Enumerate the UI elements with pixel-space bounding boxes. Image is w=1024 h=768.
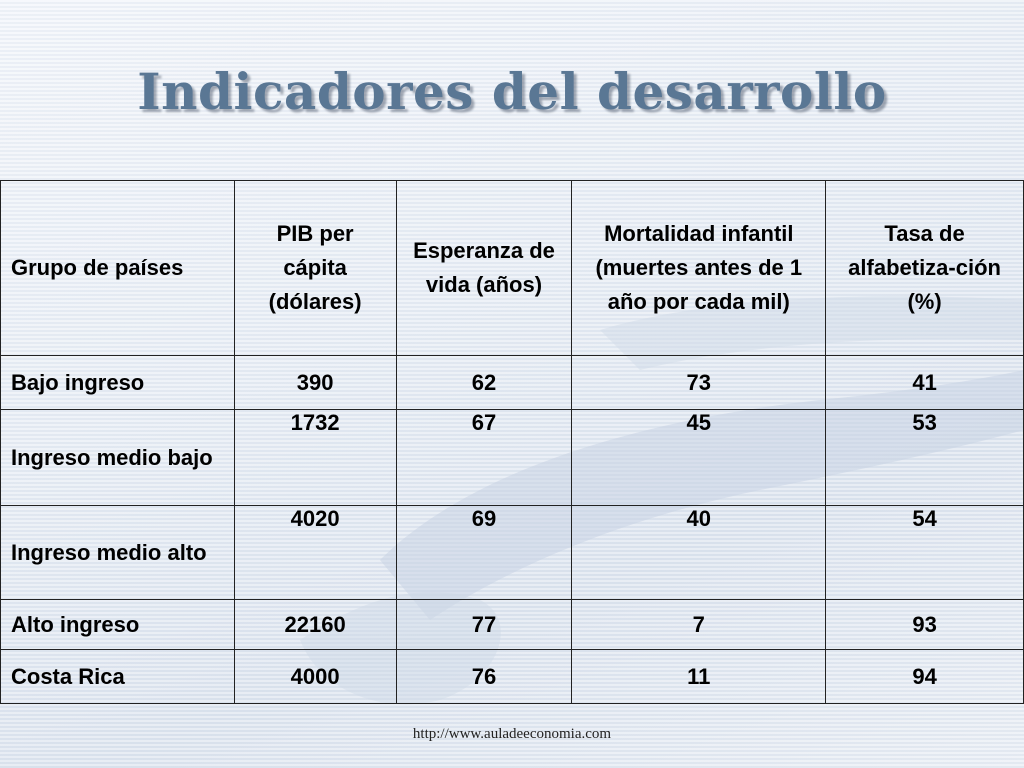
cell-mortalidad: 40	[571, 505, 827, 600]
table-row: Ingreso medio alto 4020 69 40 54	[0, 505, 1024, 600]
table-header-row: Grupo de países PIB per cápita (dólares)…	[0, 180, 1024, 356]
cell-esperanza: 62	[395, 355, 573, 410]
cell-alfabetizacion: 94	[825, 649, 1024, 704]
slide-title: Indicadores del desarrollo	[137, 62, 887, 121]
indicators-table: Grupo de países PIB per cápita (dólares)…	[0, 180, 1024, 704]
cell-mortalidad: 73	[571, 355, 827, 410]
cell-group: Alto ingreso	[0, 599, 235, 650]
footer-url[interactable]: http://www.auladeeconomia.com	[412, 726, 612, 742]
cell-mortalidad: 45	[571, 409, 827, 506]
cell-group: Costa Rica	[0, 649, 235, 704]
cell-alfabetizacion: 41	[825, 355, 1024, 410]
cell-alfabetizacion: 54	[825, 505, 1024, 600]
table-row: Bajo ingreso 390 62 73 41	[0, 355, 1024, 410]
cell-alfabetizacion: 53	[825, 409, 1024, 506]
cell-esperanza: 77	[395, 599, 573, 650]
cell-pib: 390	[233, 355, 397, 410]
cell-group: Bajo ingreso	[0, 355, 235, 410]
cell-mortalidad: 11	[571, 649, 827, 704]
table-row: Alto ingreso 22160 77 7 93	[0, 599, 1024, 650]
header-esperanza: Esperanza de vida (años)	[395, 180, 573, 356]
cell-esperanza: 69	[395, 505, 573, 600]
table-row: Ingreso medio bajo 1732 67 45 53	[0, 409, 1024, 506]
header-alfabetizacion: Tasa de alfabetiza-ción (%)	[825, 180, 1024, 356]
cell-pib: 1732	[233, 409, 397, 506]
cell-group: Ingreso medio bajo	[0, 409, 235, 506]
table-row: Costa Rica 4000 76 11 94	[0, 649, 1024, 704]
cell-esperanza: 76	[395, 649, 573, 704]
cell-alfabetizacion: 93	[825, 599, 1024, 650]
cell-mortalidad: 7	[571, 599, 827, 650]
cell-esperanza: 67	[395, 409, 573, 506]
cell-pib: 4000	[233, 649, 397, 704]
header-mortalidad: Mortalidad infantil (muertes antes de 1 …	[571, 180, 827, 356]
header-pib: PIB per cápita (dólares)	[233, 180, 397, 356]
cell-pib: 22160	[233, 599, 397, 650]
cell-pib: 4020	[233, 505, 397, 600]
header-grupo: Grupo de países	[0, 180, 235, 356]
cell-group: Ingreso medio alto	[0, 505, 235, 600]
